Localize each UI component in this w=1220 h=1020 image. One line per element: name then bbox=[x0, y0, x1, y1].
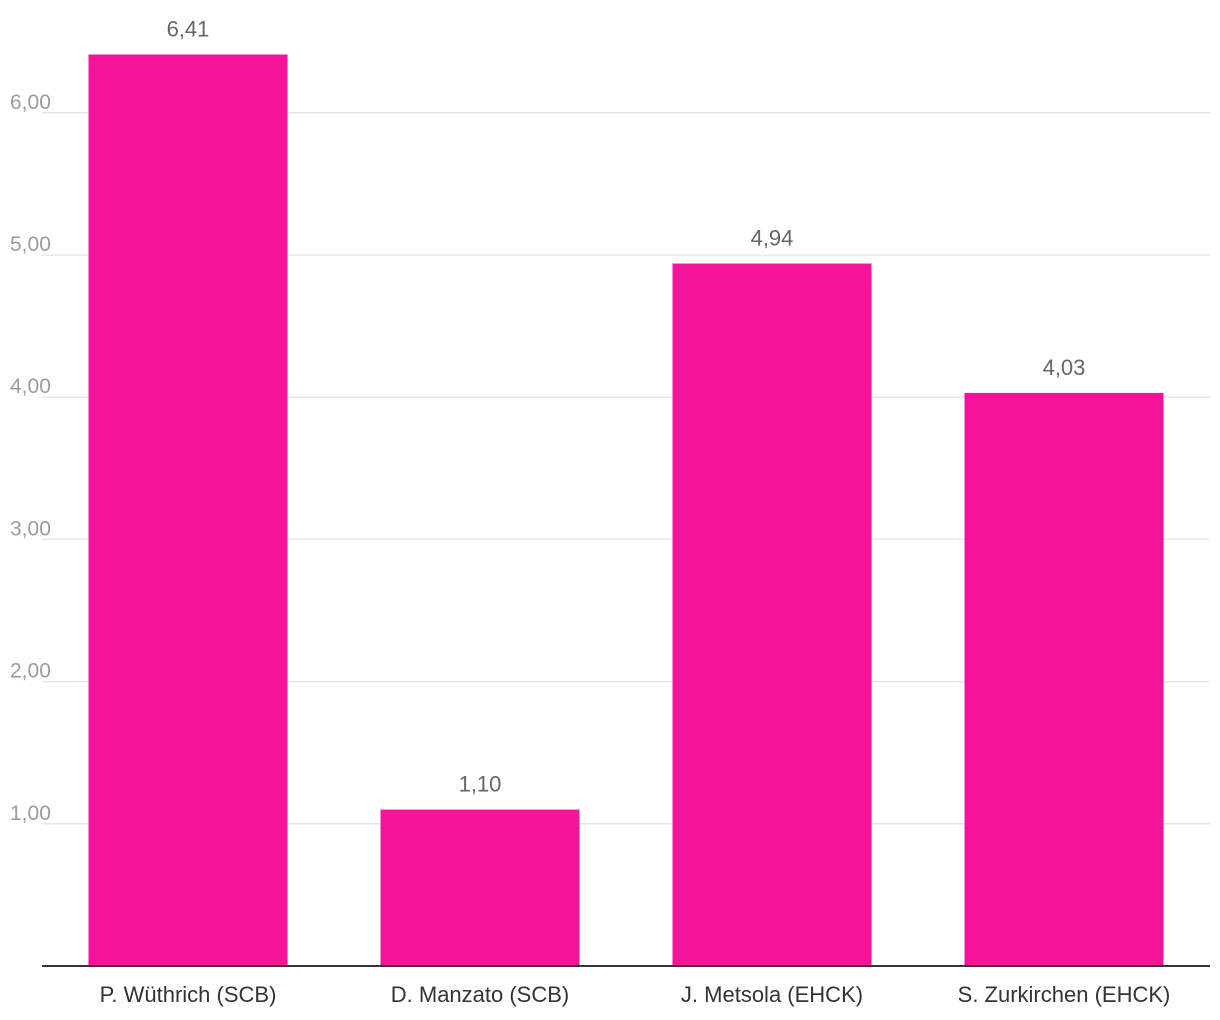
bar bbox=[964, 392, 1164, 967]
data-labels: 6,41 1,10 4,94 4,03 bbox=[167, 16, 1086, 796]
y-tick-label: 5,00 bbox=[10, 233, 51, 256]
x-tick-label: P. Wüthrich (SCB) bbox=[100, 982, 277, 1007]
y-tick-label: 6,00 bbox=[10, 91, 51, 114]
bar bbox=[88, 54, 288, 967]
x-axis-tick-labels: P. Wüthrich (SCB) D. Manzato (SCB) J. Mets… bbox=[100, 982, 1171, 1007]
y-axis-tick-labels: 1,00 2,00 3,00 4,00 5,00 6,00 bbox=[10, 91, 51, 825]
x-tick-label: J. Metsola (EHCK) bbox=[681, 982, 863, 1007]
y-tick-label: 3,00 bbox=[10, 517, 51, 540]
bar-value-label: 4,94 bbox=[751, 226, 794, 251]
bars bbox=[88, 54, 1164, 967]
bar-value-label: 1,10 bbox=[459, 772, 502, 797]
bar bbox=[672, 263, 872, 967]
bar-value-label: 6,41 bbox=[167, 16, 210, 41]
y-tick-label: 4,00 bbox=[10, 375, 51, 398]
y-tick-label: 1,00 bbox=[10, 802, 51, 825]
x-tick-label: S. Zurkirchen (EHCK) bbox=[958, 982, 1171, 1007]
y-tick-label: 2,00 bbox=[10, 660, 51, 683]
bar bbox=[380, 809, 580, 966]
x-tick-label: D. Manzato (SCB) bbox=[391, 982, 570, 1007]
bar-value-label: 4,03 bbox=[1043, 355, 1086, 380]
